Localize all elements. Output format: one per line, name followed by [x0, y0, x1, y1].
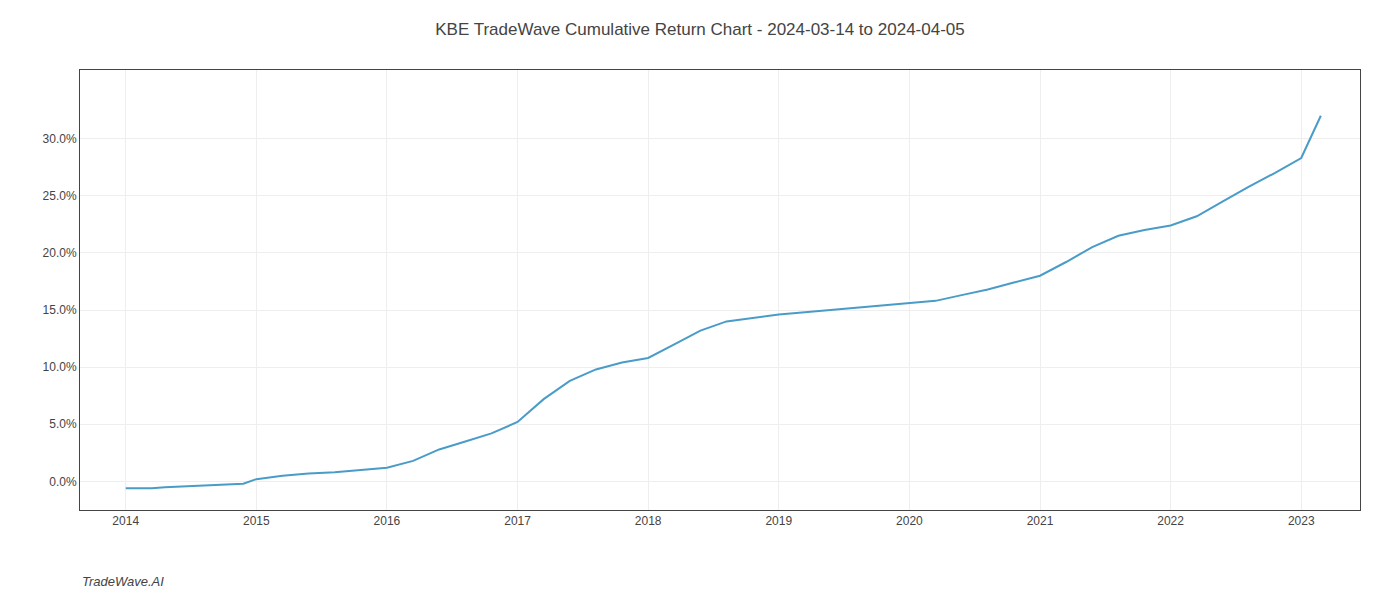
svg-text:15.0%: 15.0%: [43, 303, 77, 317]
svg-text:5.0%: 5.0%: [49, 417, 77, 431]
svg-text:2022: 2022: [1157, 514, 1184, 528]
svg-text:10.0%: 10.0%: [43, 360, 77, 374]
svg-text:2014: 2014: [112, 514, 139, 528]
svg-text:TradeWave.AI: TradeWave.AI: [82, 574, 164, 589]
svg-text:20.0%: 20.0%: [43, 246, 77, 260]
svg-text:2019: 2019: [765, 514, 792, 528]
svg-text:0.0%: 0.0%: [49, 475, 77, 489]
svg-text:2017: 2017: [504, 514, 531, 528]
svg-text:2023: 2023: [1288, 514, 1315, 528]
svg-text:2021: 2021: [1027, 514, 1054, 528]
svg-text:2018: 2018: [635, 514, 662, 528]
svg-text:2020: 2020: [896, 514, 923, 528]
svg-text:2016: 2016: [374, 514, 401, 528]
svg-text:30.0%: 30.0%: [43, 132, 77, 146]
svg-text:2015: 2015: [243, 514, 270, 528]
svg-text:KBE TradeWave Cumulative Retur: KBE TradeWave Cumulative Return Chart - …: [435, 20, 964, 39]
svg-text:25.0%: 25.0%: [43, 189, 77, 203]
